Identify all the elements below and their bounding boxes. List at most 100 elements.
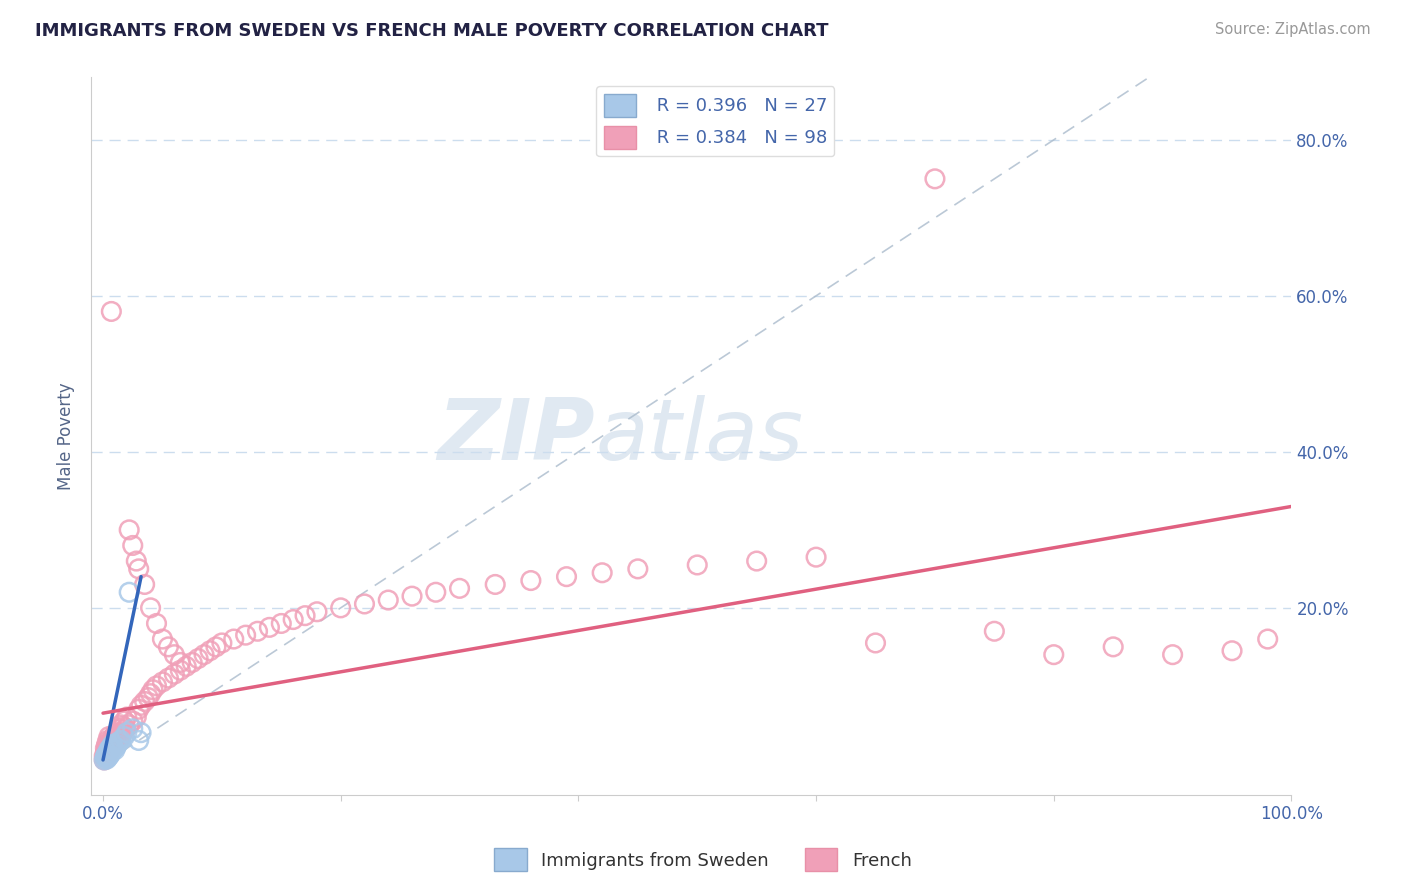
Point [157,671,180,685]
Point [145,616,167,631]
Point [121,538,143,552]
Point [169,656,191,670]
Point [121,714,143,728]
Point [101,739,124,754]
Point [134,694,156,708]
Legend:  R = 0.396   N = 27,  R = 0.384   N = 98: R = 0.396 N = 27, R = 0.384 N = 98 [596,87,834,156]
Point [125,710,148,724]
Point [93,749,115,764]
Point [804,550,827,565]
Point [136,690,159,705]
Point [865,636,887,650]
Point [174,659,197,673]
Point [100,741,122,756]
Text: Source: ZipAtlas.com: Source: ZipAtlas.com [1215,22,1371,37]
Point [484,577,506,591]
Point [94,741,117,756]
Point [97,750,120,764]
Point [294,608,316,623]
Point [101,731,124,746]
Point [94,745,117,759]
Point [98,743,121,757]
Point [627,562,650,576]
Point [305,605,328,619]
Point [110,730,132,744]
Point [520,574,543,588]
Point [98,745,121,759]
Point [98,737,121,751]
Point [107,725,129,739]
Point [591,566,613,580]
Point [94,750,117,764]
Point [103,730,125,744]
Point [105,737,128,751]
Point [163,648,186,662]
Point [112,714,135,728]
Point [110,718,132,732]
Point [98,743,121,757]
Point [128,702,150,716]
Point [96,747,118,762]
Point [211,636,233,650]
Point [259,620,281,634]
Point [686,558,709,572]
Point [93,753,115,767]
Point [193,648,215,662]
Point [1161,648,1184,662]
Point [96,749,118,764]
Point [100,304,122,318]
Point [139,600,162,615]
Text: IMMIGRANTS FROM SWEDEN VS FRENCH MALE POVERTY CORRELATION CHART: IMMIGRANTS FROM SWEDEN VS FRENCH MALE PO… [35,22,828,40]
Point [94,749,117,764]
Point [205,640,228,654]
Point [983,624,1005,639]
Point [745,554,768,568]
Point [157,640,180,654]
Point [142,682,165,697]
Point [105,733,128,747]
Point [353,597,375,611]
Point [246,624,269,639]
Point [112,719,135,733]
Point [401,589,423,603]
Point [139,687,162,701]
Point [97,741,120,756]
Point [94,750,117,764]
Point [105,739,128,754]
Point [96,743,118,757]
Point [1102,640,1125,654]
Point [104,727,127,741]
Point [118,718,141,732]
Point [96,737,118,751]
Point [924,171,946,186]
Point [235,628,257,642]
Point [1042,648,1064,662]
Text: atlas: atlas [595,395,803,478]
Point [198,644,221,658]
Point [104,743,127,757]
Point [100,735,122,749]
Point [449,582,471,596]
Point [270,616,292,631]
Point [98,747,121,762]
Point [377,593,399,607]
Point [129,725,152,739]
Point [97,733,120,747]
Point [128,733,150,747]
Point [121,722,143,736]
Point [115,710,138,724]
Point [105,730,128,744]
Point [1220,644,1243,658]
Point [98,749,121,764]
Point [103,741,125,756]
Point [101,743,124,757]
Point [115,725,138,739]
Point [100,739,122,754]
Point [145,679,167,693]
Point [108,722,131,736]
Point [152,632,174,646]
Point [97,747,120,762]
Point [107,735,129,749]
Point [96,752,118,766]
Point [112,730,135,744]
